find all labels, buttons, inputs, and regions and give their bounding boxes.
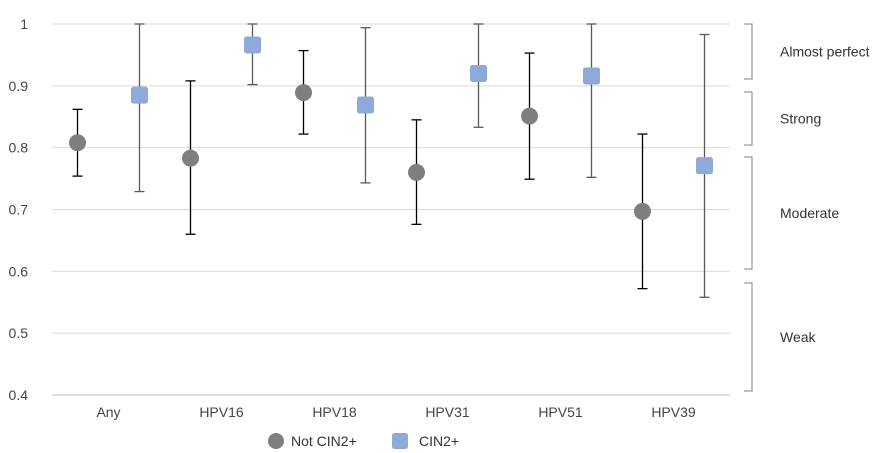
x-axis-ticks: Any HPV16 HPV18 HPV31 HPV51 HPV39 xyxy=(96,404,695,420)
y-tick-label: 0.4 xyxy=(9,387,29,403)
y-tick-label: 0.5 xyxy=(9,325,29,341)
y-tick-label: 0.6 xyxy=(9,263,29,279)
band-label: Weak xyxy=(780,329,817,345)
error-bars xyxy=(72,23,710,298)
point-cin2 xyxy=(696,157,713,175)
point-cin2 xyxy=(244,36,261,54)
y-tick-label: 0.8 xyxy=(9,140,29,156)
point-not-cin2 xyxy=(521,107,538,125)
legend-label-not-cin2: Not CIN2+ xyxy=(291,433,357,449)
legend-label-cin2: CIN2+ xyxy=(419,433,459,449)
legend-marker-cin2 xyxy=(392,433,408,449)
band-bracket xyxy=(744,282,753,392)
point-not-cin2 xyxy=(634,202,651,220)
point-cin2 xyxy=(357,96,374,114)
legend-marker-not-cin2 xyxy=(268,433,284,449)
y-axis-ticks: 0.4 0.5 0.6 0.7 0.8 0.9 1 xyxy=(9,16,29,403)
band-bracket xyxy=(744,156,753,270)
x-tick-label: HPV51 xyxy=(538,404,583,420)
x-tick-label: HPV31 xyxy=(425,404,470,420)
x-tick-label: HPV16 xyxy=(199,404,244,420)
band-label: Almost perfect xyxy=(780,44,870,60)
point-cin2 xyxy=(470,64,487,82)
point-not-cin2 xyxy=(295,84,312,102)
y-tick-label: 1 xyxy=(20,16,28,32)
point-cin2 xyxy=(131,86,148,104)
data-markers xyxy=(69,36,713,220)
y-tick-label: 0.7 xyxy=(9,202,29,218)
point-not-cin2 xyxy=(408,163,425,181)
legend: Not CIN2+ CIN2+ xyxy=(268,433,459,449)
x-tick-label: HPV18 xyxy=(312,404,357,420)
agreement-bands: Almost perfect Strong Moderate Weak xyxy=(744,23,870,392)
band-bracket xyxy=(744,23,753,80)
x-tick-label: Any xyxy=(96,404,120,420)
gridlines xyxy=(52,23,730,396)
point-not-cin2 xyxy=(69,134,86,152)
band-bracket xyxy=(744,91,753,146)
point-not-cin2 xyxy=(182,149,199,167)
band-label: Strong xyxy=(780,111,821,127)
x-tick-label: HPV39 xyxy=(651,404,696,420)
band-label: Moderate xyxy=(780,205,839,221)
point-cin2 xyxy=(583,67,600,85)
y-tick-label: 0.9 xyxy=(9,78,29,94)
